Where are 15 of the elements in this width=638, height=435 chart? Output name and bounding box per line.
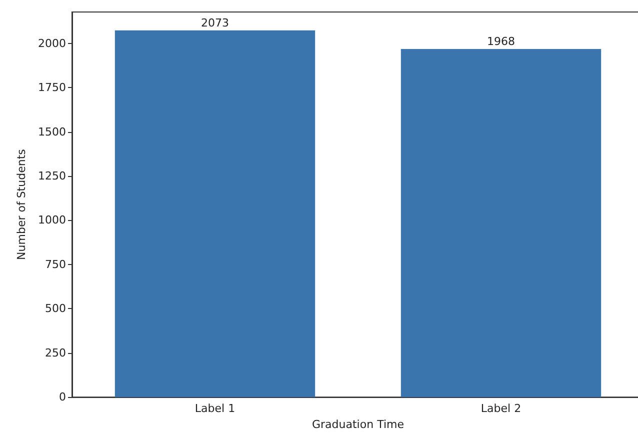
y-tick-label: 500 [45,302,66,316]
y-tick-label: 1750 [38,81,66,94]
y-axis-title: Number of Students [15,148,28,260]
y-tick-label: 2000 [38,36,66,50]
y-tick-label: 0 [59,390,66,404]
data-label: 2073 [201,16,229,30]
y-tick-label: 750 [45,258,66,271]
y-tick-label: 1250 [38,169,66,182]
data-label: 1968 [487,34,515,48]
x-tick-label: Label 1 [194,402,236,416]
y-tick-label: 250 [45,346,66,360]
y-tick-label: 1000 [38,214,66,227]
x-tick-label: Label 2 [480,402,522,416]
y-tick-label: 1500 [38,125,66,138]
x-axis-title: Graduation Time [312,418,404,431]
